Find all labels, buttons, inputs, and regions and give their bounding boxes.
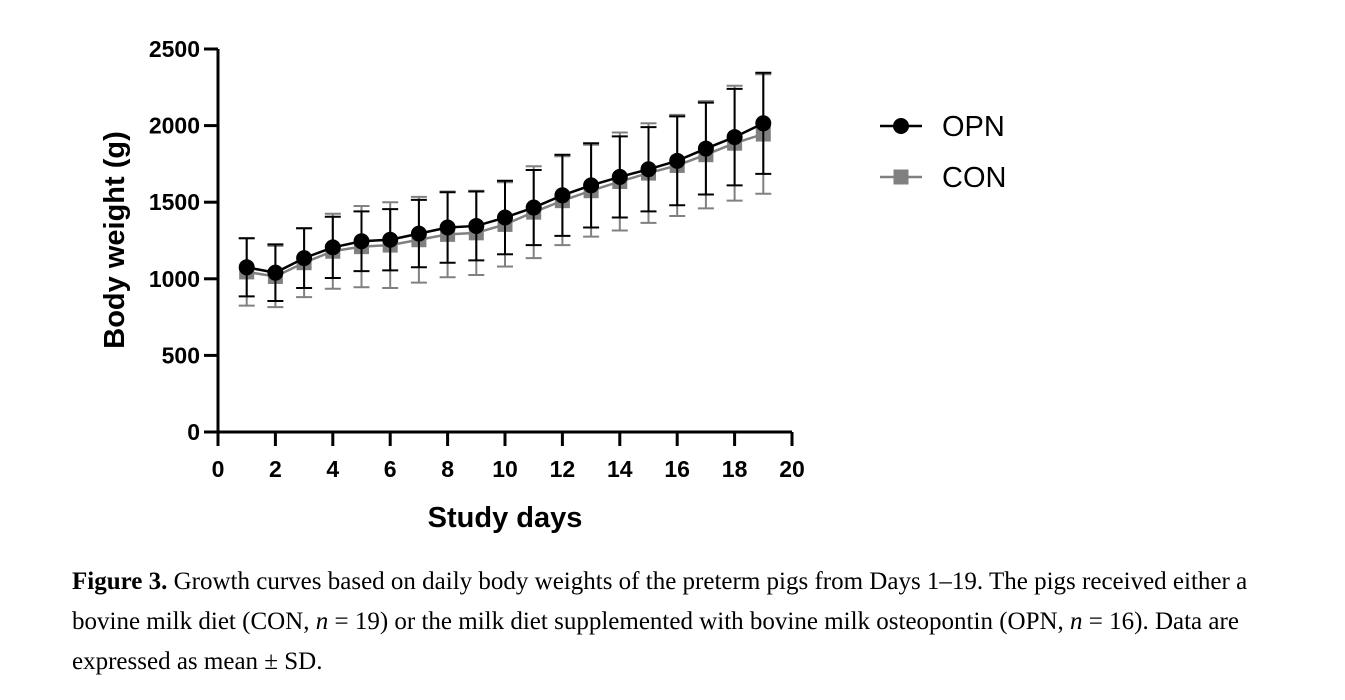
data-point [410, 225, 427, 242]
legend-marker [893, 118, 909, 134]
caption-n-symbol: n [315, 608, 329, 635]
data-point [238, 259, 255, 276]
data-point [583, 177, 600, 194]
data-point [554, 187, 571, 204]
x-tick-label: 20 [779, 456, 805, 482]
data-point [296, 250, 313, 267]
data-point [468, 217, 485, 234]
series-opn [238, 71, 772, 303]
data-point [353, 233, 370, 250]
y-tick-label: 1000 [149, 266, 200, 292]
caption-n-symbol: n [1070, 608, 1083, 635]
x-tick-label: 0 [212, 456, 225, 482]
x-tick-label: 2 [269, 456, 282, 482]
x-tick-label: 4 [326, 456, 339, 482]
y-axis: 0 500 1000 1500 2000 2500 [149, 36, 220, 445]
y-tick-label: 0 [187, 419, 200, 445]
y-tick-label: 500 [162, 342, 200, 368]
data-point [525, 199, 542, 216]
y-tick-label: 2500 [149, 36, 200, 62]
x-tick-label: 14 [607, 456, 633, 482]
x-axis-title: Study days [428, 502, 583, 534]
x-tick-label: 8 [441, 456, 454, 482]
legend: OPN CON [880, 111, 1006, 194]
data-point [439, 219, 456, 236]
data-point [324, 239, 341, 256]
caption-text-2: = 19) or the milk diet supplemented with… [328, 608, 1071, 635]
x-tick-label: 6 [384, 456, 397, 482]
x-tick-label: 16 [664, 456, 690, 482]
data-point [640, 161, 657, 178]
data-point [382, 231, 399, 248]
x-tick-label: 10 [492, 456, 518, 482]
data-point [267, 264, 284, 281]
data-point [755, 115, 772, 132]
data-point [497, 209, 513, 226]
caption-text-3: = 16). Data are expressed as mean ± SD. [72, 608, 1239, 675]
series-layer [238, 71, 772, 309]
data-point [611, 168, 628, 185]
y-axis-title: Body weight (g) [99, 131, 131, 348]
data-point [726, 129, 743, 146]
x-axis: 0 2 4 6 8 10 12 14 16 18 20 [212, 430, 805, 482]
x-tick-label: 18 [722, 456, 748, 482]
y-tick-label: 1500 [149, 189, 200, 215]
growth-chart: 0 500 1000 1500 2000 2500 0 2 4 6 8 10 12 14 16 18 20 S… [99, 36, 1006, 534]
legend-item-con: CON [880, 162, 1006, 194]
x-tick-label: 12 [550, 456, 576, 482]
figure-caption: Figure 3. Growth curves based on daily b… [72, 562, 1292, 682]
legend-marker [893, 169, 909, 185]
y-tick-label: 2000 [149, 113, 200, 139]
data-point [669, 152, 686, 169]
data-point [697, 140, 714, 157]
legend-item-opn: OPN [880, 111, 1005, 143]
legend-label: CON [942, 162, 1006, 194]
legend-label: OPN [942, 111, 1005, 143]
caption-text-1: Growth curves based on daily body weight… [72, 568, 1248, 635]
caption-label: Figure 3. [72, 568, 168, 595]
